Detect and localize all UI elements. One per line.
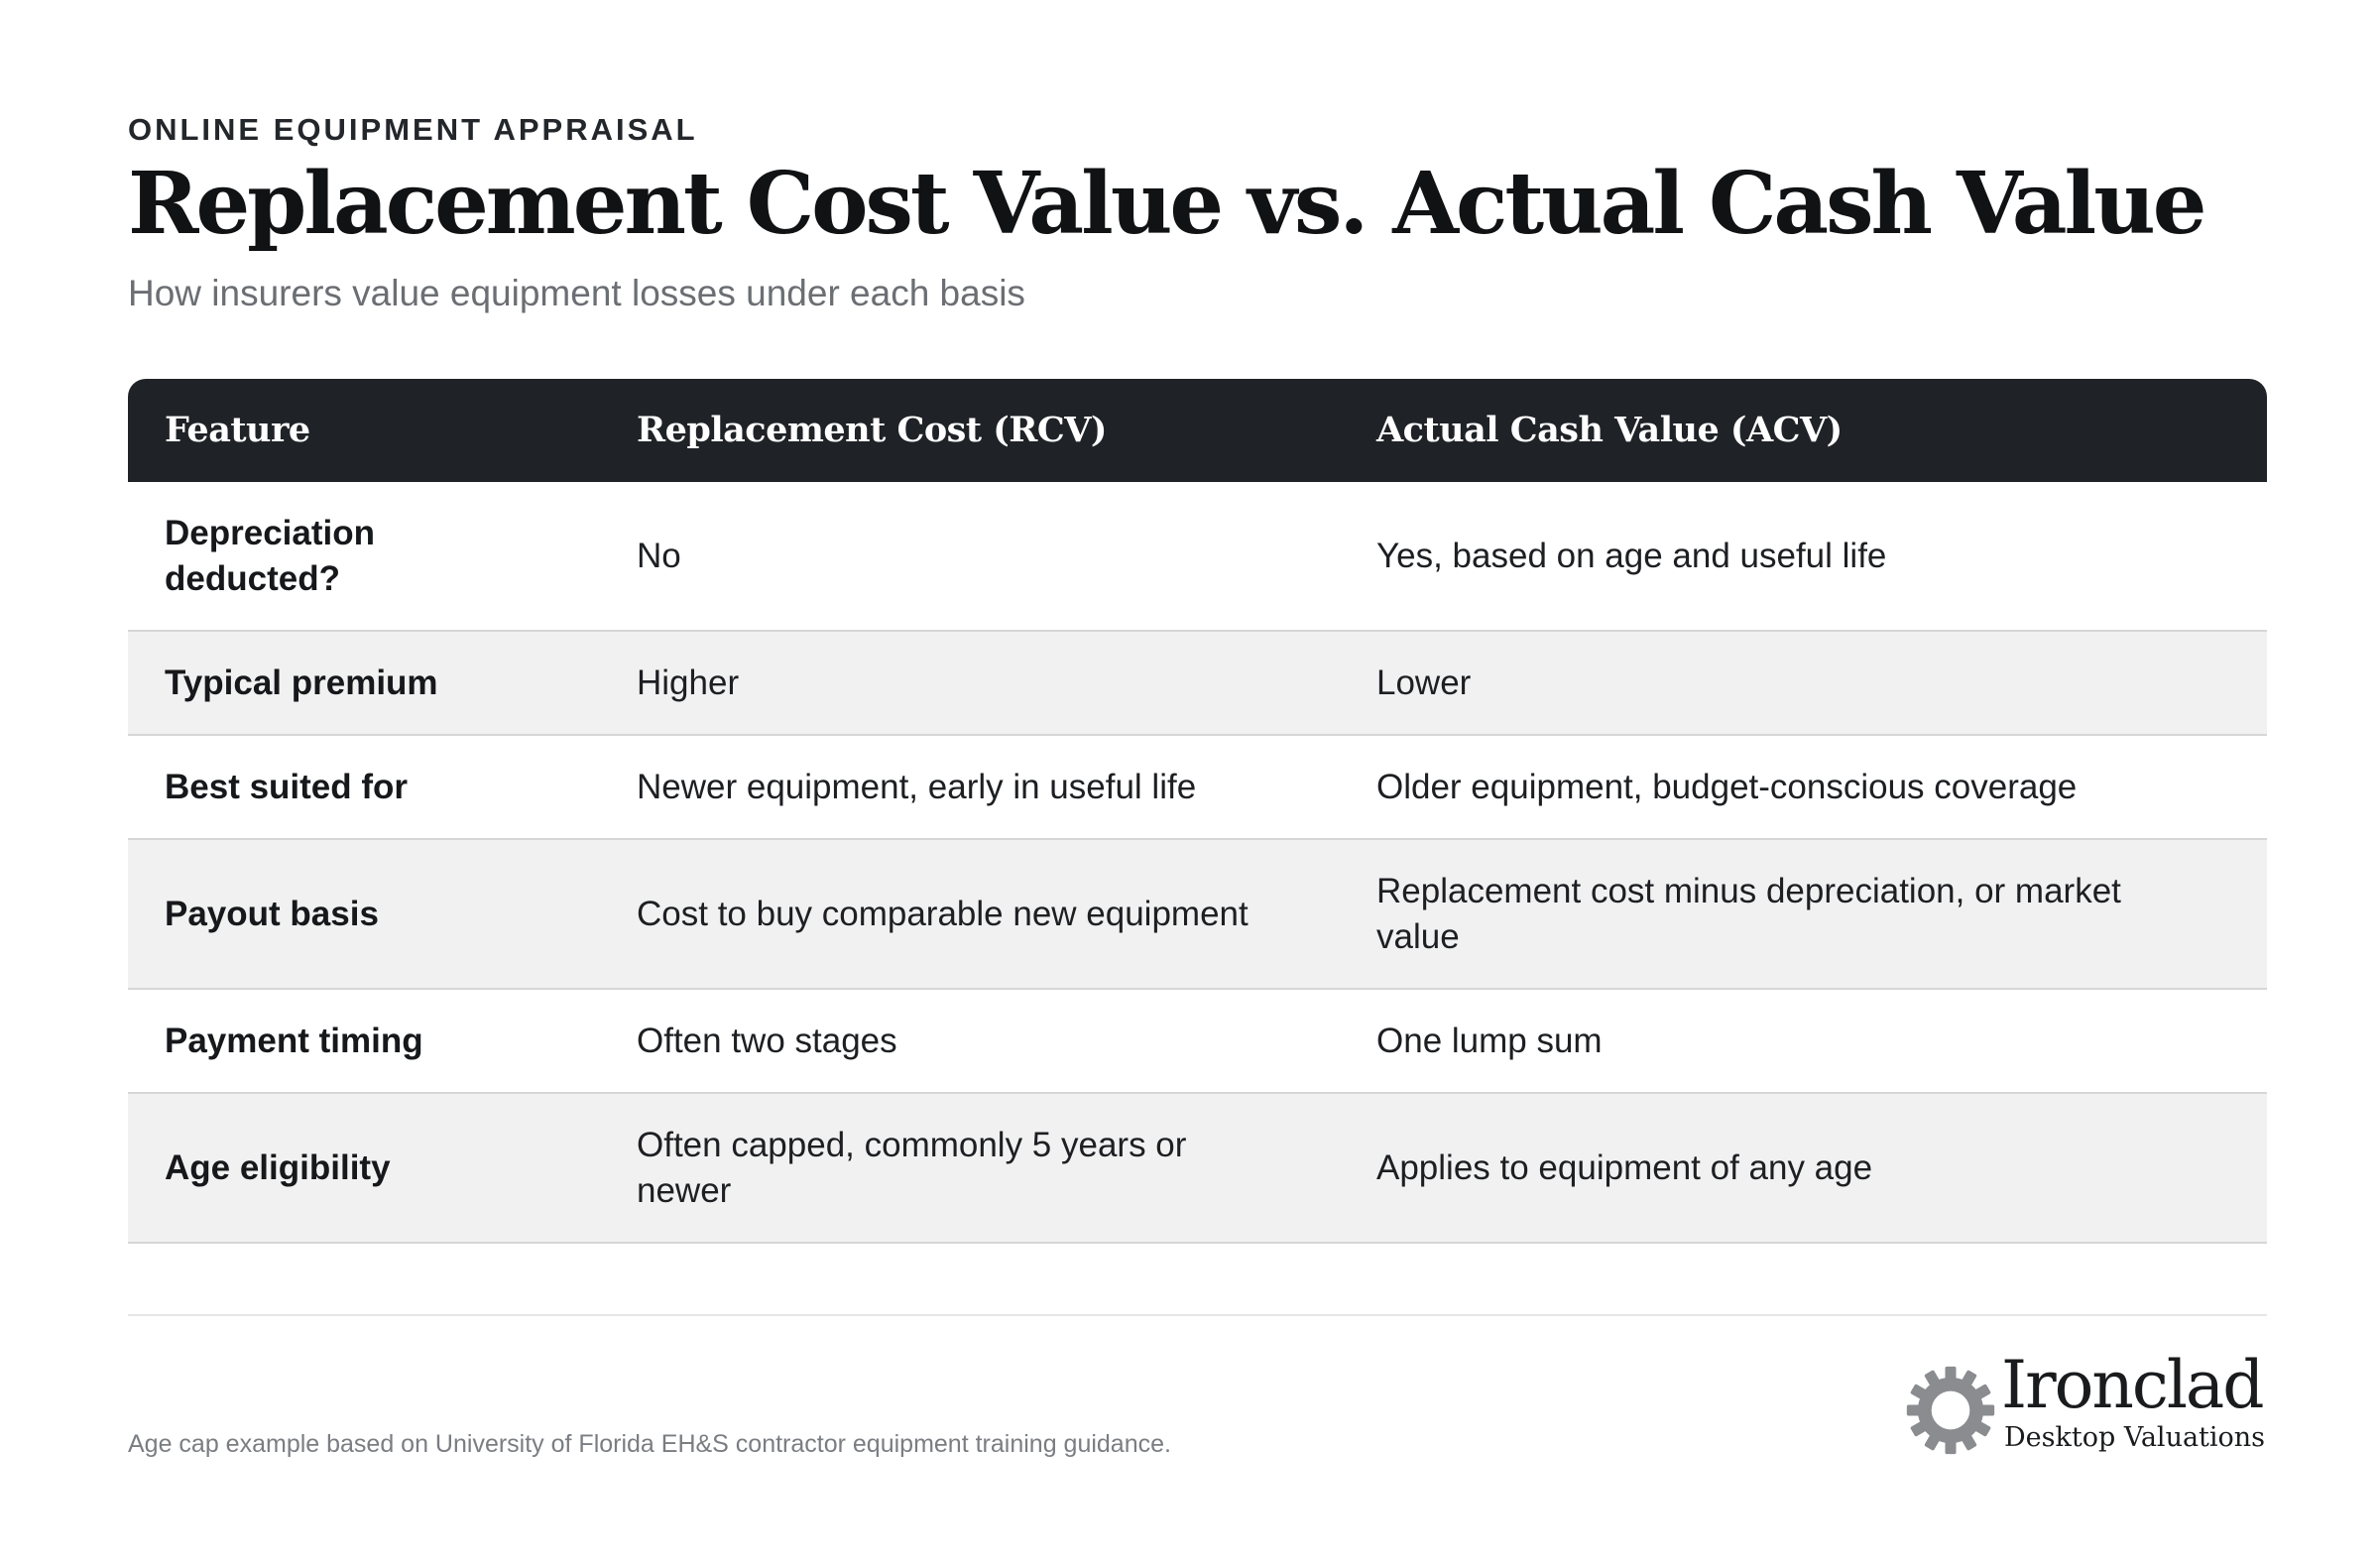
feature-cell: Age eligibility (165, 1147, 391, 1187)
acv-cell: Applies to equipment of any age (1376, 1147, 1873, 1187)
rcv-cell: Often two stages (637, 1021, 897, 1060)
eyebrow-label: ONLINE EQUIPMENT APPRAISAL (128, 112, 698, 147)
column-header-feature: Feature (165, 410, 310, 450)
column-header-acv: Actual Cash Value (ACV) (1376, 410, 1843, 450)
footnote: Age cap example based on University of F… (128, 1430, 1171, 1458)
page-subtitle: How insurers value equipment losses unde… (128, 273, 1025, 313)
ironclad-logo: Ironclad Desktop Valuations (1905, 1347, 2266, 1460)
table-row: Typical premium Higher Lower (128, 632, 2267, 736)
page-title: Replacement Cost Value vs. Actual Cash V… (128, 154, 2206, 254)
table-row: Age eligibility Often capped, commonly 5… (128, 1094, 2267, 1244)
comparison-table: Feature Replacement Cost (RCV) Actual Ca… (128, 379, 2267, 1244)
rcv-cell: Often capped, commonly 5 years or newer (637, 1125, 1187, 1210)
feature-cell: Payment timing (165, 1021, 423, 1060)
acv-cell: Replacement cost minus depreciation, or … (1376, 871, 2121, 956)
table-row: Depreciation deducted? No Yes, based on … (128, 482, 2267, 632)
acv-cell: Yes, based on age and useful life (1376, 536, 1887, 575)
feature-cell: Payout basis (165, 894, 379, 933)
feature-cell: Typical premium (165, 663, 438, 702)
rcv-cell: Newer equipment, early in useful life (637, 767, 1197, 806)
rcv-cell: No (637, 536, 681, 575)
acv-cell: Lower (1376, 663, 1472, 702)
footer-divider (128, 1314, 2267, 1316)
feature-cell: Depreciation deducted? (165, 513, 375, 598)
gear-icon (1906, 1366, 1995, 1455)
feature-cell: Best suited for (165, 767, 409, 806)
acv-cell: One lump sum (1376, 1021, 1603, 1060)
table-row: Payout basis Cost to buy comparable new … (128, 840, 2267, 990)
logo-wordmark: Ironclad (2001, 1347, 2265, 1423)
table-row: Best suited for Newer equipment, early i… (128, 736, 2267, 840)
logo-tagline: Desktop Valuations (2004, 1422, 2266, 1453)
rcv-cell: Higher (637, 663, 740, 702)
column-header-rcv: Replacement Cost (RCV) (637, 410, 1107, 450)
table-row: Payment timing Often two stages One lump… (128, 990, 2267, 1094)
table-header: Feature Replacement Cost (RCV) Actual Ca… (128, 379, 2267, 482)
rcv-cell: Cost to buy comparable new equipment (637, 894, 1249, 933)
acv-cell: Older equipment, budget-conscious covera… (1376, 767, 2078, 806)
